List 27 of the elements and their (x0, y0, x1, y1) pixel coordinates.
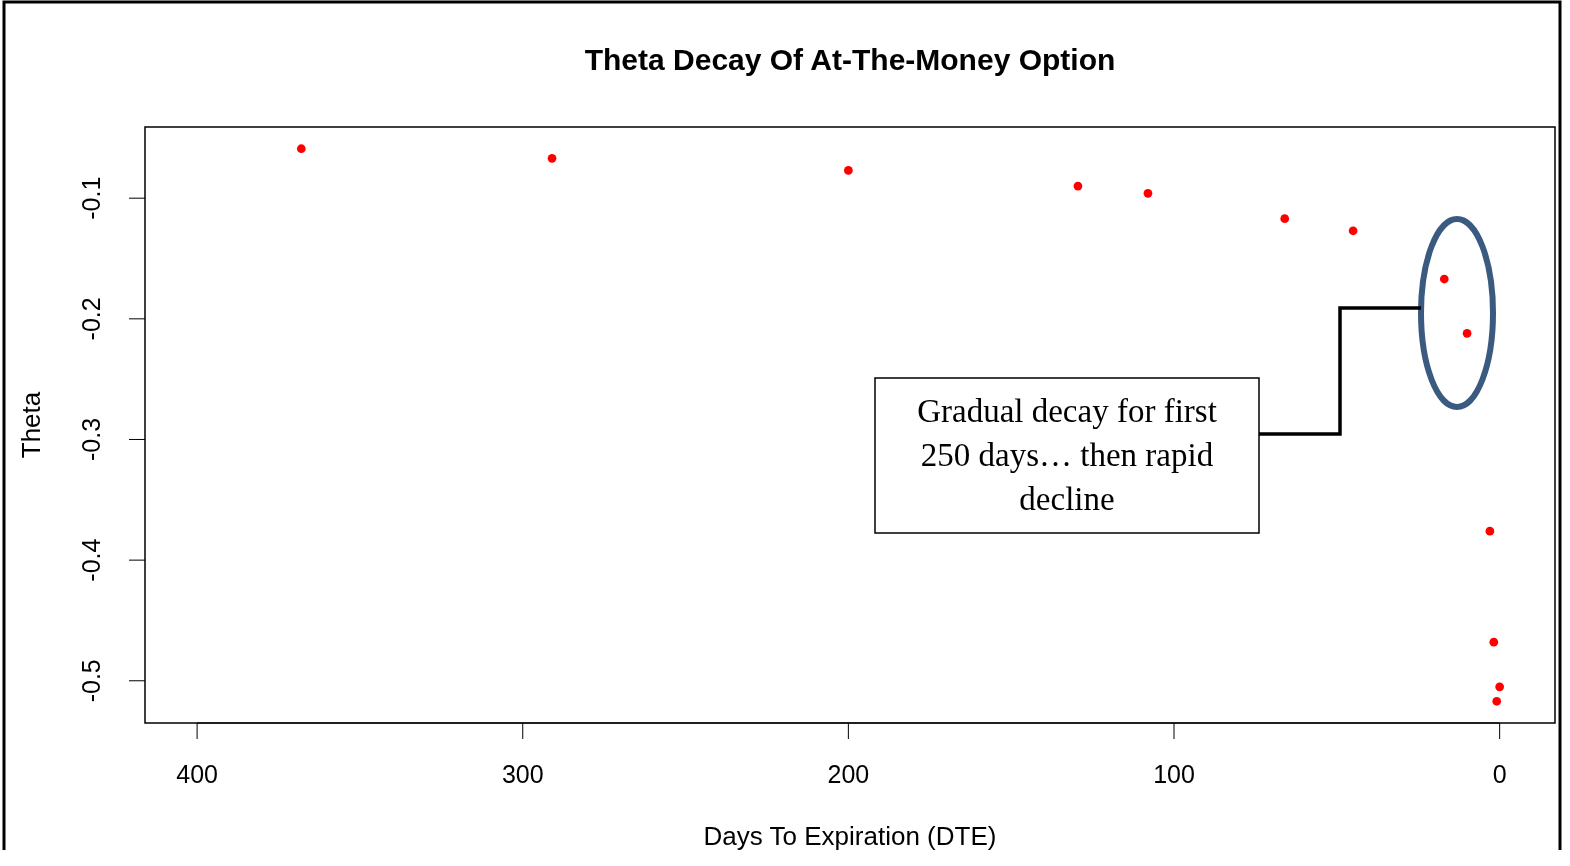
point (1485, 526, 1495, 536)
y-tick-label: -0.4 (77, 538, 105, 582)
x-axis-title: Days To Expiration (DTE) (703, 821, 997, 851)
x-tick-label: 100 (1153, 760, 1195, 788)
point (1495, 682, 1505, 692)
point (1280, 214, 1290, 224)
point (844, 166, 853, 175)
x-tick-label: 300 (501, 760, 544, 788)
annotation: Gradual decay for first 250 days… then rapid decline (917, 393, 1217, 517)
x-tick-label: 400 (176, 760, 218, 788)
y-tick-label: -0.1 (77, 176, 105, 220)
x-tick-label: 200 (827, 760, 870, 788)
point (1489, 637, 1499, 647)
point (296, 144, 306, 154)
point (1143, 188, 1153, 198)
point (547, 154, 557, 163)
point (1462, 328, 1472, 338)
y-tick-label: -0.3 (77, 417, 105, 462)
point (1439, 274, 1449, 284)
point (1073, 181, 1083, 191)
y-tick-label: -0.2 (77, 297, 105, 341)
y-tick-label: -0.5 (77, 659, 105, 703)
x-tick-label: 0 (1492, 760, 1507, 788)
point (1348, 226, 1358, 236)
point (1492, 696, 1502, 706)
chart-title: Theta Decay Of At-The-Money Option (584, 43, 1116, 76)
y-axis-title: Theta (16, 391, 46, 459)
